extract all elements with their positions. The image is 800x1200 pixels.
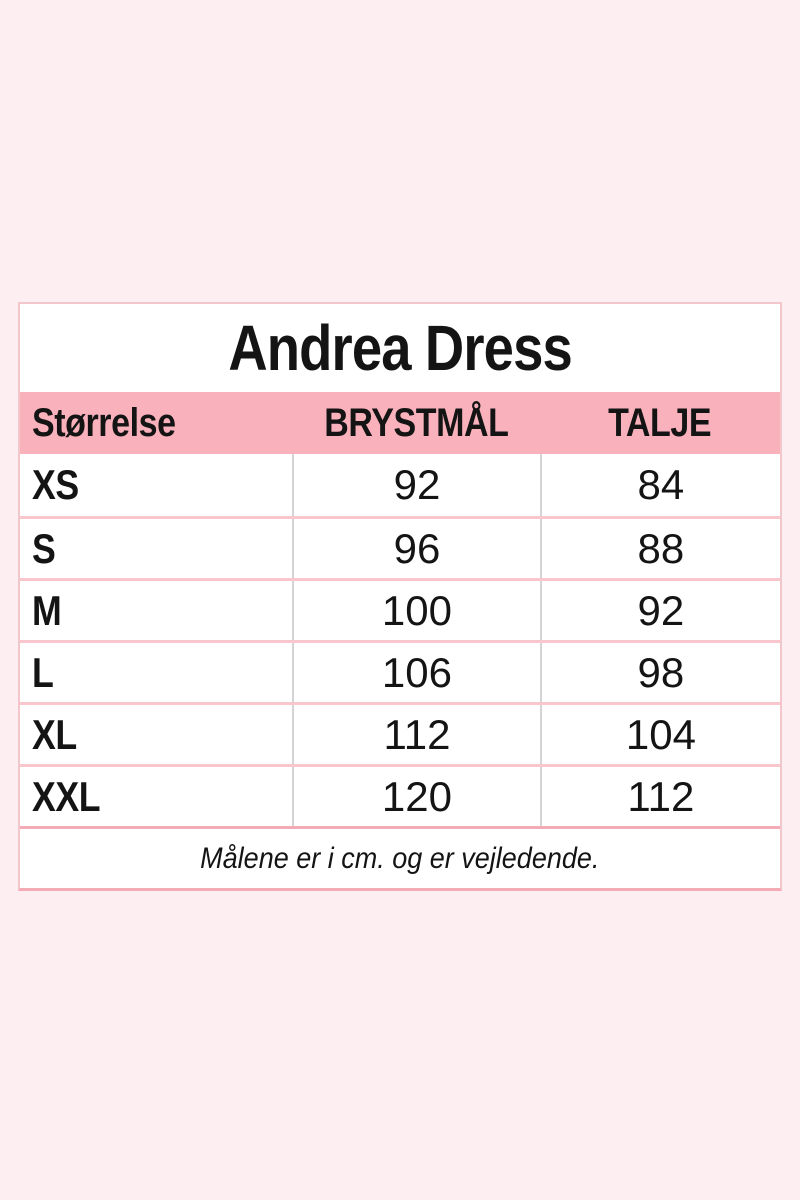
bust-measurement-cell: 92 xyxy=(292,454,540,516)
column-header-bust: BRYSTMÅL xyxy=(292,392,540,454)
size-cell: M xyxy=(32,586,62,634)
table-body: XS 92 84 S 96 88 M 1 xyxy=(20,454,780,826)
size-cell: XL xyxy=(32,710,77,758)
footnote-row: Målene er i cm. og er vejledende. xyxy=(20,826,780,888)
size-cell: S xyxy=(32,524,56,572)
footnote: Målene er i cm. og er vejledende. xyxy=(200,841,600,875)
table-row: XS 92 84 xyxy=(20,454,780,516)
bust-measurement-cell: 106 xyxy=(292,643,540,702)
size-cell: XXL xyxy=(32,772,101,820)
bust-measurement-cell: 120 xyxy=(292,767,540,826)
waist-measurement-cell: 112 xyxy=(539,767,780,826)
column-header-waist: TALJE xyxy=(540,392,780,454)
waist-measurement-cell: 84 xyxy=(539,454,780,516)
table-header-row: Størrelse BRYSTMÅL TALJE xyxy=(20,392,780,454)
waist-measurement-cell: 98 xyxy=(539,643,780,702)
table-row: XXL 120 112 xyxy=(20,764,780,826)
product-title: Andrea Dress xyxy=(228,312,572,384)
table-row: S 96 88 xyxy=(20,516,780,578)
size-cell: L xyxy=(32,648,54,696)
title-row: Andrea Dress xyxy=(20,304,780,392)
waist-measurement-cell: 88 xyxy=(539,519,780,578)
bust-measurement-cell: 96 xyxy=(292,519,540,578)
column-header-bust-label: BRYSTMÅL xyxy=(323,400,509,445)
column-header-size-label: Størrelse xyxy=(32,400,176,445)
bust-measurement-cell: 100 xyxy=(292,581,540,640)
bust-measurement-cell: 112 xyxy=(292,705,540,764)
table-row: XL 112 104 xyxy=(20,702,780,764)
column-header-size: Størrelse xyxy=(20,392,292,454)
column-header-waist-label: TALJE xyxy=(608,400,712,445)
table-row: L 106 98 xyxy=(20,640,780,702)
waist-measurement-cell: 92 xyxy=(539,581,780,640)
table-row: M 100 92 xyxy=(20,578,780,640)
waist-measurement-cell: 104 xyxy=(539,705,780,764)
size-cell: XS xyxy=(32,461,79,508)
size-chart-card: Andrea Dress Størrelse BRYSTMÅL TALJE XS… xyxy=(18,302,782,891)
